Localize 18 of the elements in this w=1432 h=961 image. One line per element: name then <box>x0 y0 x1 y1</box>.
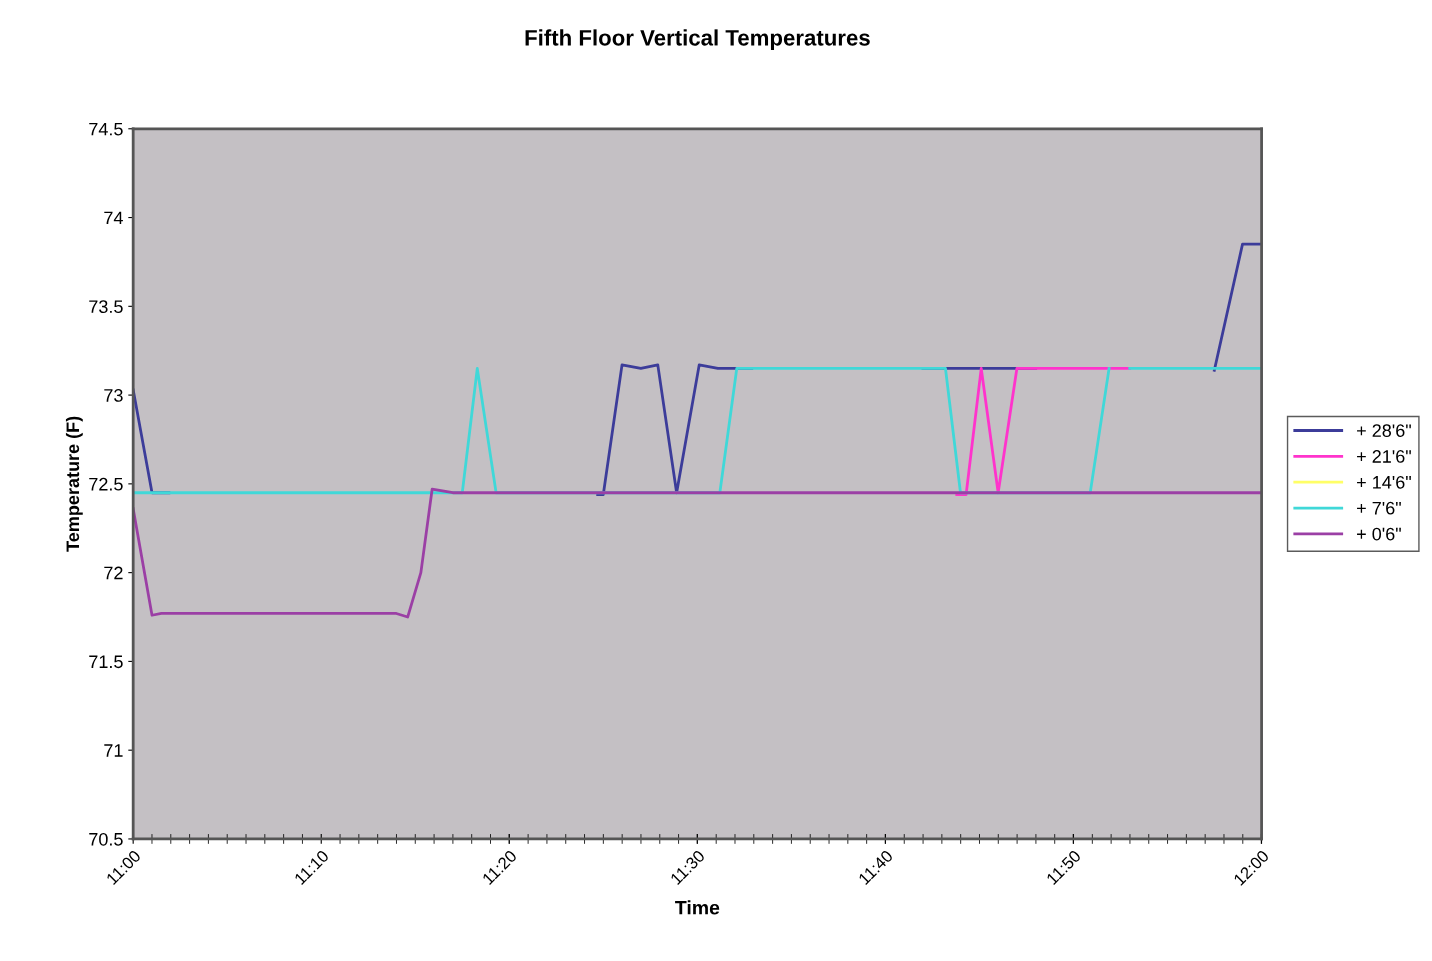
y-tick-label: 71 <box>104 744 123 757</box>
legend-label: + 28'6" <box>1357 424 1411 437</box>
legend-label: + 7'6" <box>1357 501 1401 515</box>
line-series <box>133 487 1262 619</box>
x-axis-title: Time <box>675 900 720 915</box>
y-tick-label: 71.5 <box>89 655 123 669</box>
y-axis-title: Temperature (F) <box>65 416 83 552</box>
y-tick-label: 73.5 <box>89 300 123 314</box>
y-tick-label: 70.5 <box>89 832 123 846</box>
chart-title: Fifth Floor Vertical Temperatures <box>525 29 870 51</box>
legend-label: + 14'6" <box>1357 475 1411 489</box>
y-tick-label: 74.5 <box>89 122 123 136</box>
legend-label: + 0'6" <box>1357 527 1401 541</box>
y-tick-label: 72 <box>104 566 123 580</box>
y-tick-label: 72.5 <box>89 477 123 491</box>
y-tick-label: 73 <box>104 389 123 402</box>
y-tick-label: 74 <box>104 211 123 225</box>
legend-label: + 21'6" <box>1357 450 1411 463</box>
